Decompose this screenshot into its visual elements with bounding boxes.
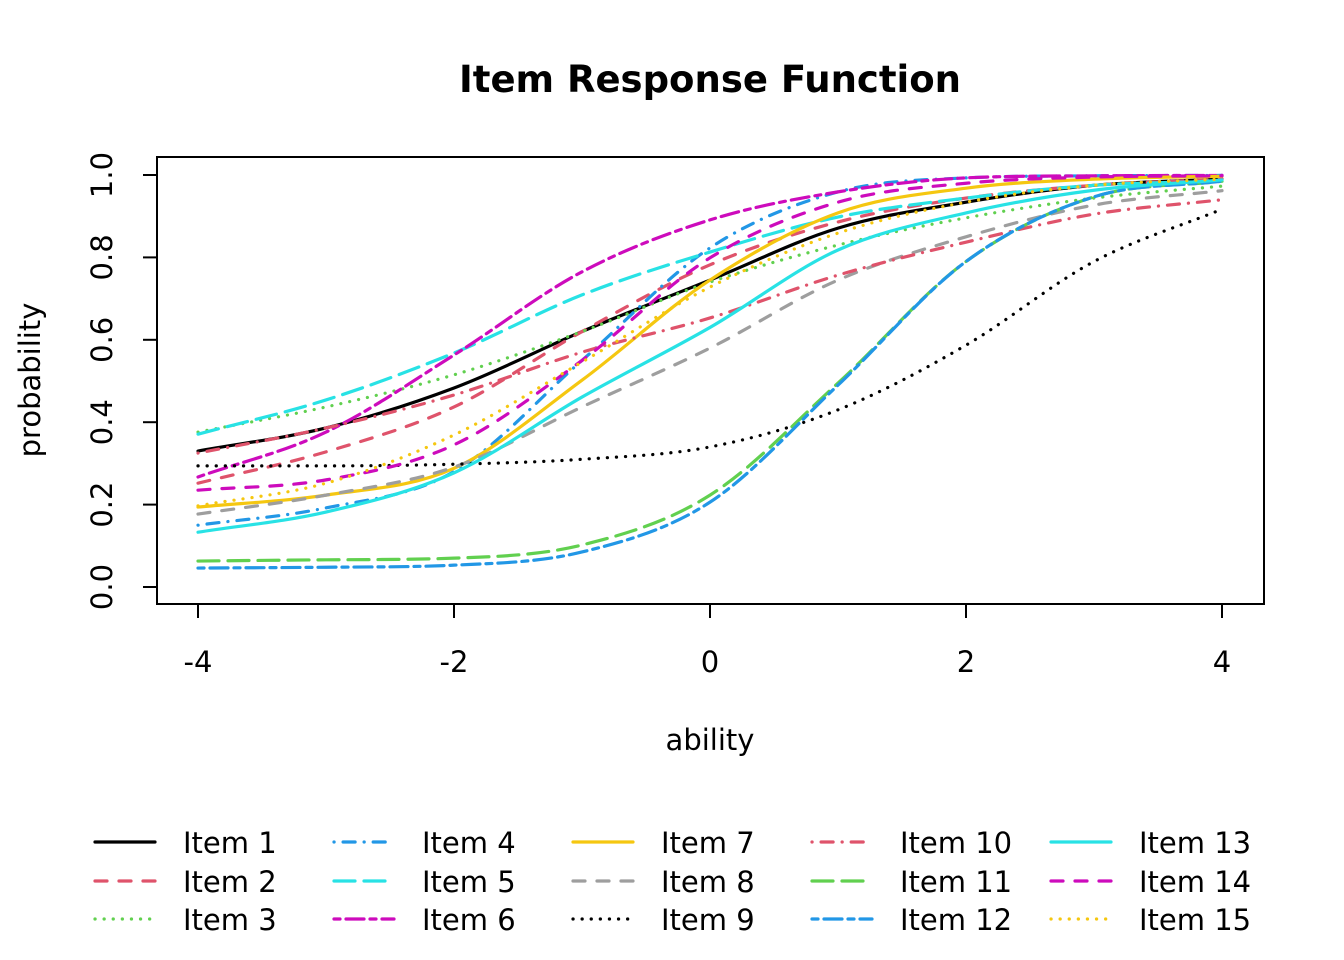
x-tick-label: -4 — [184, 645, 213, 679]
legend-entry: Item 14 — [1049, 865, 1251, 899]
legend-label: Item 8 — [661, 865, 755, 899]
x-tick-label: 4 — [1213, 645, 1231, 679]
legend-entry: Item 6 — [332, 903, 516, 937]
legend-entry: Item 1 — [93, 826, 277, 860]
legend-entry: Item 11 — [810, 865, 1012, 899]
legend-label: Item 13 — [1139, 826, 1251, 860]
curve-item-6 — [196, 173, 1224, 479]
legend-label: Item 1 — [183, 826, 277, 860]
legend-label: Item 5 — [422, 865, 516, 899]
legend-entry: Item 13 — [1049, 826, 1251, 860]
curve-item-13 — [196, 178, 1224, 534]
y-tick-label: 0.8 — [85, 234, 119, 280]
x-tick-label: -2 — [440, 645, 469, 679]
curve-item-11 — [196, 179, 1224, 563]
legend-entry: Item 15 — [1049, 903, 1251, 937]
legend-label: Item 12 — [900, 903, 1012, 937]
legend: Item 1 Item 2 Item 3 Item 4 Item 5 Item 6 Item… — [93, 826, 1251, 937]
x-axis: -4 -2 0 2 4 — [184, 603, 1231, 679]
curve-item-7 — [196, 174, 1224, 509]
y-tick-label: 1.0 — [85, 152, 119, 198]
legend-entry: Item 2 — [93, 865, 277, 899]
legend-label: Item 9 — [661, 903, 755, 937]
x-tick-label: 2 — [957, 645, 975, 679]
curve-item-10 — [196, 198, 1224, 455]
legend-label: Item 3 — [183, 903, 277, 937]
curve-item-15 — [196, 177, 1224, 508]
x-tick-label: 0 — [701, 645, 719, 679]
curve-item-14 — [196, 174, 1224, 492]
legend-label: Item 6 — [422, 903, 516, 937]
curve-item-12 — [196, 179, 1224, 570]
curve-item-4 — [196, 173, 1224, 527]
curve-item-2 — [196, 177, 1224, 485]
chart-title: Item Response Function — [459, 58, 961, 101]
plot-frame — [156, 156, 1265, 605]
legend-label: Item 14 — [1139, 865, 1251, 899]
y-tick-label: 0.4 — [85, 399, 119, 445]
legend-entry: Item 12 — [810, 903, 1012, 937]
curve-item-3 — [196, 184, 1224, 434]
y-tick-label: 0.2 — [85, 482, 119, 528]
legend-label: Item 7 — [661, 826, 755, 860]
y-axis: 0.0 0.2 0.4 0.6 0.8 1.0 — [85, 152, 158, 610]
legend-label: Item 11 — [900, 865, 1012, 899]
y-tick-label: 0.6 — [85, 317, 119, 363]
legend-label: Item 2 — [183, 865, 277, 899]
x-axis-label: ability — [666, 723, 755, 757]
y-axis-label: probability — [13, 303, 47, 458]
curve-item-5 — [196, 179, 1224, 436]
legend-label: Item 4 — [422, 826, 516, 860]
legend-entry: Item 9 — [571, 903, 755, 937]
legend-entry: Item 10 — [810, 826, 1012, 860]
legend-label: Item 10 — [900, 826, 1012, 860]
legend-entry: Item 4 — [332, 826, 516, 860]
curves — [196, 173, 1224, 570]
legend-entry: Item 5 — [332, 865, 516, 899]
legend-entry: Item 3 — [93, 903, 277, 937]
legend-entry: Item 8 — [571, 865, 755, 899]
legend-label: Item 15 — [1139, 903, 1251, 937]
legend-entry: Item 7 — [571, 826, 755, 860]
y-tick-label: 0.0 — [85, 564, 119, 610]
